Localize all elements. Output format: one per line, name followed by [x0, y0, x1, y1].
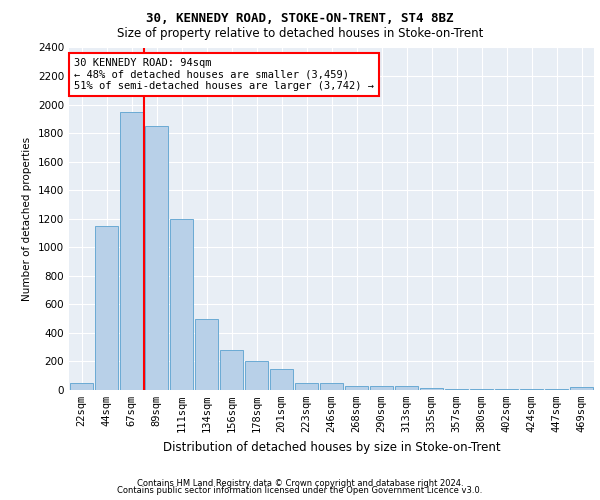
Text: Contains public sector information licensed under the Open Government Licence v3: Contains public sector information licen…: [118, 486, 482, 495]
Bar: [344, 386, 368, 390]
Bar: [170, 219, 193, 390]
Bar: [395, 386, 418, 390]
Bar: [470, 388, 493, 390]
Bar: [419, 388, 443, 390]
Y-axis label: Number of detached properties: Number of detached properties: [22, 136, 32, 301]
Bar: [269, 368, 293, 390]
Bar: [295, 383, 319, 390]
Bar: [445, 388, 469, 390]
Bar: [245, 362, 268, 390]
Bar: [119, 112, 143, 390]
Bar: [370, 386, 394, 390]
Text: 30, KENNEDY ROAD, STOKE-ON-TRENT, ST4 8BZ: 30, KENNEDY ROAD, STOKE-ON-TRENT, ST4 8B…: [146, 12, 454, 26]
Text: Size of property relative to detached houses in Stoke-on-Trent: Size of property relative to detached ho…: [117, 28, 483, 40]
Bar: [95, 226, 118, 390]
Bar: [70, 383, 94, 390]
Bar: [569, 387, 593, 390]
Bar: [320, 383, 343, 390]
Text: 30 KENNEDY ROAD: 94sqm
← 48% of detached houses are smaller (3,459)
51% of semi-: 30 KENNEDY ROAD: 94sqm ← 48% of detached…: [74, 58, 374, 91]
Text: Contains HM Land Registry data © Crown copyright and database right 2024.: Contains HM Land Registry data © Crown c…: [137, 478, 463, 488]
Bar: [220, 350, 244, 390]
Bar: [145, 126, 169, 390]
Bar: [194, 318, 218, 390]
X-axis label: Distribution of detached houses by size in Stoke-on-Trent: Distribution of detached houses by size …: [163, 440, 500, 454]
